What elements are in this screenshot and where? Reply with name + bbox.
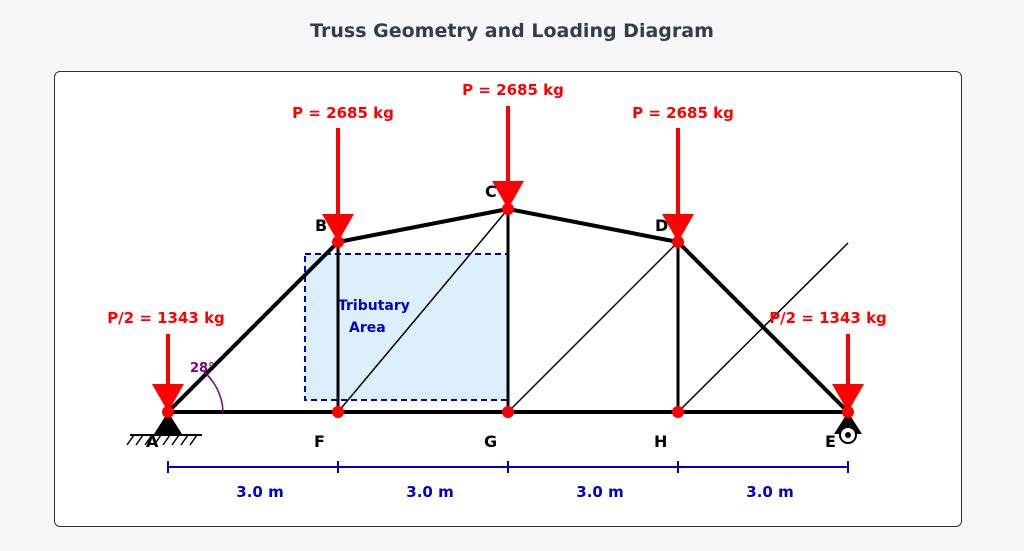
node-label-A: A xyxy=(146,432,159,451)
dimension-label-1: 3.0 m xyxy=(236,483,283,501)
load-arrow-D xyxy=(662,128,694,242)
node-label-E: E xyxy=(825,432,836,451)
node-F xyxy=(332,406,344,418)
member-GD xyxy=(507,241,679,413)
dimension-line xyxy=(167,461,849,473)
load-label-right-end: P/2 = 1343 kg xyxy=(769,309,887,327)
load-arrow-right-end xyxy=(832,334,864,412)
node-label-B: B xyxy=(315,216,327,235)
member-FC xyxy=(337,208,509,413)
node-C xyxy=(502,203,514,215)
tributary-label-line1: Tributary xyxy=(338,298,410,314)
node-E xyxy=(842,406,854,418)
node-B xyxy=(332,236,344,248)
node-label-C: C xyxy=(485,182,497,201)
angle-arc xyxy=(203,371,224,413)
member-CD xyxy=(507,207,679,244)
node-A xyxy=(162,406,174,418)
load-label-D: P = 2685 kg xyxy=(632,104,734,122)
node-label-F: F xyxy=(314,432,325,451)
load-label-left-end: P/2 = 1343 kg xyxy=(107,309,225,327)
pin-support-icon xyxy=(126,412,202,446)
dimension-label-4: 3.0 m xyxy=(746,483,793,501)
dimension-label-3: 3.0 m xyxy=(576,483,623,501)
load-arrow-left-end xyxy=(152,334,184,412)
load-label-B: P = 2685 kg xyxy=(292,104,394,122)
dimension-label-2: 3.0 m xyxy=(406,483,453,501)
member-BC xyxy=(337,207,509,244)
node-H xyxy=(672,406,684,418)
page-title: Truss Geometry and Loading Diagram xyxy=(310,20,714,42)
node-label-G: G xyxy=(484,432,497,451)
node-D xyxy=(672,236,684,248)
load-arrow-C xyxy=(492,106,524,209)
member-AB xyxy=(166,240,340,414)
tributary-label-line2: Area xyxy=(349,320,386,336)
node-label-H: H xyxy=(654,432,667,451)
node-label-D: D xyxy=(655,216,668,235)
load-arrow-B xyxy=(322,128,354,242)
angle-label: 28° xyxy=(190,361,215,376)
member-DE xyxy=(676,240,850,414)
tributary-area xyxy=(304,253,509,401)
load-label-C: P = 2685 kg xyxy=(462,81,564,99)
roller-support-icon xyxy=(834,412,862,444)
node-G xyxy=(502,406,514,418)
